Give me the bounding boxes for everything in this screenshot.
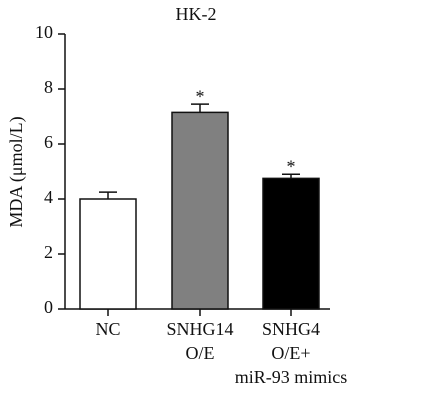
y-tick-label: 2 — [44, 242, 53, 262]
x-tick-label: SNHG4 O/E+ miR-93 mimics — [235, 319, 348, 387]
bar — [262, 177, 320, 310]
y-tick-label: 0 — [44, 297, 53, 317]
bar — [171, 111, 229, 310]
chart-title: HK-2 — [176, 4, 217, 24]
x-tick-label-line: SNHG14 — [166, 319, 233, 339]
significance-marker: * — [287, 156, 296, 176]
x-tick-label: SNHG14 O/E — [166, 319, 233, 363]
x-tick-label-line: O/E — [186, 343, 215, 363]
y-axis-label: MDA (μmol/L) — [6, 116, 27, 227]
x-tick-label-line: O/E+ — [271, 343, 310, 363]
bar — [79, 198, 137, 310]
y-tick-label: 10 — [35, 22, 53, 42]
x-tick-label-line: SNHG4 — [262, 319, 320, 339]
y-tick-label: 4 — [44, 187, 53, 207]
y-tick-label: 6 — [44, 132, 53, 152]
y-tick-label: 8 — [44, 77, 53, 97]
x-tick-label: NC — [95, 319, 120, 339]
x-tick-label-line: NC — [95, 319, 120, 339]
x-tick-label-line: miR-93 mimics — [235, 367, 348, 387]
significance-marker: * — [196, 86, 205, 106]
